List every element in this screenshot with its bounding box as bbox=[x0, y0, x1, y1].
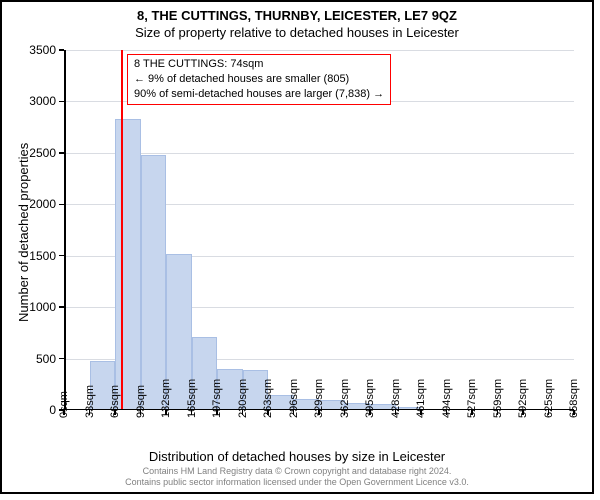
ytick-label: 2500 bbox=[29, 146, 56, 160]
gridline bbox=[64, 153, 574, 154]
address-title: 8, THE CUTTINGS, THURNBY, LEICESTER, LE7… bbox=[2, 2, 592, 23]
chart-subtitle: Size of property relative to detached ho… bbox=[2, 25, 592, 40]
ytick-label: 500 bbox=[36, 352, 56, 366]
gridline bbox=[64, 50, 574, 51]
annotation-line3: 90% of semi-detached houses are larger (… bbox=[134, 87, 384, 102]
y-axis-line bbox=[64, 50, 66, 410]
ytick-label: 3500 bbox=[29, 43, 56, 57]
histogram-bar bbox=[115, 119, 141, 409]
ytick-label: 2000 bbox=[29, 197, 56, 211]
chart-container: 8, THE CUTTINGS, THURNBY, LEICESTER, LE7… bbox=[0, 0, 594, 494]
ytick-label: 3000 bbox=[29, 94, 56, 108]
annotation-line1: 8 THE CUTTINGS: 74sqm bbox=[134, 57, 384, 72]
property-marker-line bbox=[121, 50, 123, 410]
histogram-bar bbox=[141, 155, 167, 409]
y-axis-label: Number of detached properties bbox=[16, 143, 31, 322]
ytick-label: 0 bbox=[49, 403, 56, 417]
ytick-label: 1500 bbox=[29, 249, 56, 263]
x-axis-label: Distribution of detached houses by size … bbox=[2, 449, 592, 464]
ytick-label: 1000 bbox=[29, 300, 56, 314]
footer-line1: Contains HM Land Registry data © Crown c… bbox=[2, 466, 592, 477]
footer-line2: Contains public sector information licen… bbox=[2, 477, 592, 488]
annotation-box: 8 THE CUTTINGS: 74sqm ← 9% of detached h… bbox=[127, 54, 391, 105]
footer-attribution: Contains HM Land Registry data © Crown c… bbox=[2, 466, 592, 488]
x-axis-line bbox=[64, 409, 574, 411]
annotation-line2: ← 9% of detached houses are smaller (805… bbox=[134, 72, 384, 87]
